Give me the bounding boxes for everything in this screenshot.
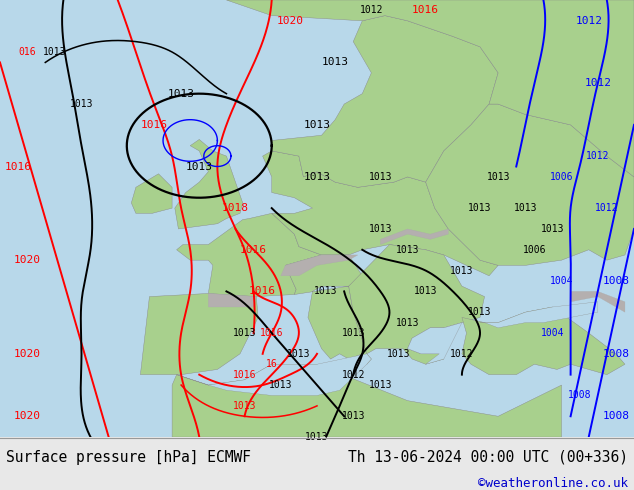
Polygon shape (226, 0, 634, 177)
Text: 1013: 1013 (450, 266, 474, 275)
Text: 1013: 1013 (368, 224, 392, 234)
Text: 1016: 1016 (249, 286, 276, 296)
Text: 1013: 1013 (305, 432, 329, 442)
Text: 1016: 1016 (4, 162, 32, 172)
Polygon shape (285, 255, 372, 364)
Text: 1008: 1008 (568, 391, 592, 400)
Text: 1013: 1013 (304, 172, 330, 182)
Polygon shape (131, 174, 172, 213)
Text: 1013: 1013 (396, 318, 419, 328)
Text: 1013: 1013 (541, 224, 564, 234)
Polygon shape (175, 140, 243, 229)
Text: 1016: 1016 (412, 5, 439, 15)
Text: 1013: 1013 (368, 380, 392, 390)
Text: 1013: 1013 (314, 286, 338, 296)
Text: 1013: 1013 (387, 349, 410, 359)
Text: 1008: 1008 (602, 411, 630, 421)
Text: 1013: 1013 (514, 203, 537, 213)
Text: ©weatheronline.co.uk: ©weatheronline.co.uk (477, 477, 628, 490)
Text: 1020: 1020 (14, 255, 41, 265)
Text: 1013: 1013 (269, 380, 292, 390)
Text: 1012: 1012 (342, 369, 365, 380)
Text: 1013: 1013 (233, 328, 256, 338)
Text: 1013: 1013 (167, 89, 195, 98)
Text: 1012: 1012 (585, 78, 611, 88)
Polygon shape (177, 354, 372, 395)
Polygon shape (177, 213, 321, 296)
Text: 1013: 1013 (469, 307, 492, 317)
Polygon shape (425, 104, 634, 266)
Text: 1004: 1004 (541, 328, 564, 338)
Text: 1013: 1013 (414, 286, 437, 296)
Polygon shape (172, 364, 562, 437)
Text: Surface pressure [hPa] ECMWF: Surface pressure [hPa] ECMWF (6, 450, 251, 465)
Text: 1013: 1013 (469, 203, 492, 213)
Text: 1012: 1012 (586, 151, 609, 161)
Text: 1016: 1016 (233, 369, 256, 380)
Text: 016: 016 (18, 47, 36, 57)
Text: 1013: 1013 (342, 328, 365, 338)
Polygon shape (140, 294, 258, 375)
Polygon shape (281, 255, 358, 276)
Text: 1013: 1013 (42, 47, 66, 57)
Text: 1018: 1018 (222, 203, 249, 213)
Text: 1013: 1013 (233, 401, 256, 411)
Text: 1020: 1020 (14, 411, 41, 421)
Text: 1012: 1012 (595, 203, 619, 213)
Text: 1013: 1013 (368, 172, 392, 182)
Text: 1012: 1012 (450, 349, 474, 359)
Text: 1016: 1016 (240, 245, 267, 255)
Text: 1008: 1008 (602, 276, 630, 286)
Text: 1016: 1016 (141, 120, 167, 130)
Polygon shape (380, 229, 448, 245)
Text: 1013: 1013 (396, 245, 419, 255)
Polygon shape (480, 302, 598, 328)
Text: 1006: 1006 (550, 172, 573, 182)
Text: 1013: 1013 (186, 162, 213, 172)
Text: 1013: 1013 (70, 99, 93, 109)
Text: 1013: 1013 (321, 57, 349, 68)
Polygon shape (462, 307, 625, 375)
Polygon shape (272, 16, 498, 187)
Text: Th 13-06-2024 00:00 UTC (00+336): Th 13-06-2024 00:00 UTC (00+336) (347, 450, 628, 465)
Text: 1012: 1012 (575, 16, 602, 26)
Text: 1013: 1013 (342, 411, 365, 421)
Text: 1020: 1020 (276, 16, 303, 26)
Text: 1006: 1006 (522, 245, 546, 255)
Text: 1008: 1008 (602, 349, 630, 359)
Polygon shape (209, 294, 256, 307)
Text: 1013: 1013 (304, 120, 330, 130)
Polygon shape (262, 151, 498, 276)
Text: 16: 16 (266, 359, 278, 369)
Polygon shape (571, 292, 625, 312)
Polygon shape (349, 245, 484, 364)
Text: 1016: 1016 (260, 328, 283, 338)
Text: 1012: 1012 (359, 5, 383, 15)
Text: 1020: 1020 (14, 349, 41, 359)
Text: 1013: 1013 (486, 172, 510, 182)
Text: 1004: 1004 (550, 276, 573, 286)
Polygon shape (408, 322, 462, 364)
Text: 1013: 1013 (287, 349, 311, 359)
